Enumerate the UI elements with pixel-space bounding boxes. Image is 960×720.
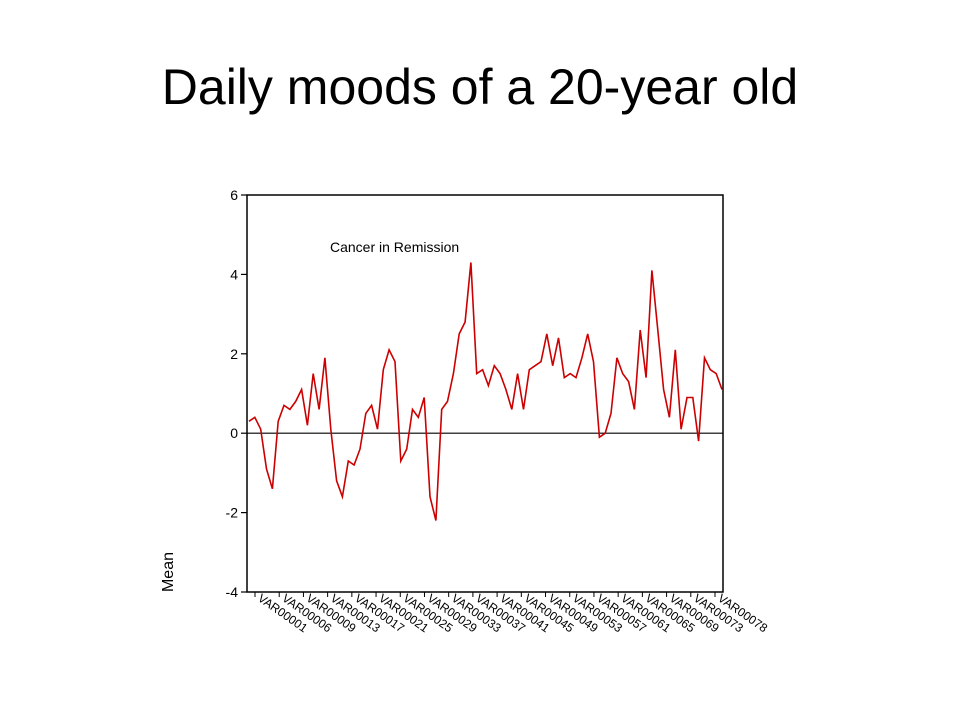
mood-series-line xyxy=(248,262,723,521)
y-tick-label: 2 xyxy=(230,346,238,362)
y-tick-label: 6 xyxy=(230,187,238,203)
y-axis-title: Mean xyxy=(160,552,177,592)
y-tick-label: -2 xyxy=(226,505,239,521)
y-tick-label: -4 xyxy=(226,584,239,600)
x-axis: VAR00001VAR00006VAR00009VAR00013VAR00017… xyxy=(254,591,770,635)
y-axis: 6 4 2 0 -2 -4 xyxy=(226,187,247,600)
chart-annotation: Cancer in Remission xyxy=(330,239,459,255)
slide-title: Daily moods of a 20-year old xyxy=(161,59,799,115)
y-tick-label: 4 xyxy=(230,266,238,282)
y-tick-label: 0 xyxy=(230,425,238,441)
plot-frame xyxy=(246,194,724,593)
